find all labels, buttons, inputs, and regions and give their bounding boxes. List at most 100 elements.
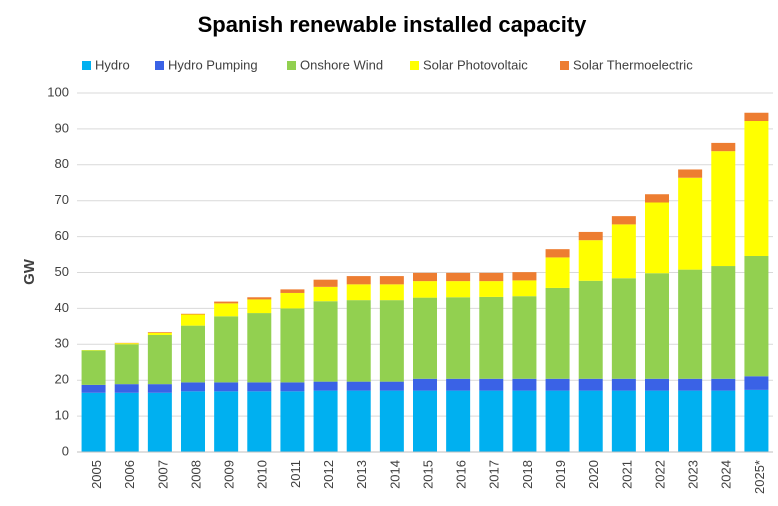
bar-segment [147, 332, 172, 333]
bar-segment [744, 112, 769, 122]
bar-segment [512, 296, 537, 379]
x-tick-label: 2023 [686, 460, 701, 489]
x-tick-label: 2017 [487, 460, 502, 489]
y-tick-label: 10 [55, 408, 69, 423]
bar-segment [711, 378, 736, 391]
bar-segment [181, 313, 205, 315]
legend-label: Onshore Wind [300, 57, 383, 72]
bar-segment [645, 194, 669, 203]
bar-segment [744, 376, 769, 390]
bar-segment [446, 281, 471, 298]
y-axis-label: GW [21, 258, 38, 285]
bar-segment [280, 308, 305, 383]
y-tick-label: 100 [47, 84, 69, 99]
bar-segment [413, 281, 437, 298]
y-tick-label: 0 [62, 443, 69, 458]
bar-segment [446, 272, 471, 282]
x-tick-label: 2014 [387, 460, 402, 489]
bar-segment [147, 392, 172, 452]
bar-segment [645, 390, 669, 452]
bar-segment [479, 281, 504, 297]
bar-segment [711, 151, 736, 267]
bar-segment [578, 240, 603, 281]
bar-segment [545, 287, 570, 379]
legend-swatch [560, 61, 569, 70]
x-tick-label: 2020 [586, 460, 601, 489]
chart-title: Spanish renewable installed capacity [198, 12, 588, 37]
x-tick-label: 2015 [420, 460, 435, 489]
x-tick-label: 2005 [89, 460, 104, 489]
bar-segment [247, 391, 272, 452]
bar-segment [446, 390, 471, 452]
bar-segment [413, 378, 437, 391]
x-tick-label: 2021 [619, 460, 634, 489]
bar-segment [744, 255, 769, 377]
bar-segment [379, 390, 404, 452]
bar-segment [413, 297, 437, 379]
x-tick-label: 2012 [321, 460, 336, 489]
bar-segment [578, 378, 603, 391]
bar-segment [611, 224, 636, 279]
bar-segment [114, 344, 139, 385]
bar-segment [678, 169, 703, 178]
bar-segment [611, 378, 636, 391]
bar-segment [545, 390, 570, 452]
bar-segment [147, 384, 172, 393]
bar-segment [214, 391, 239, 452]
bar-segment [247, 297, 272, 300]
x-tick-label: 2007 [155, 460, 170, 489]
x-tick-label: 2009 [222, 460, 237, 489]
y-tick-label: 80 [55, 156, 69, 171]
bar-segment [81, 392, 106, 452]
bar-segment [479, 272, 504, 282]
bar-segment [114, 392, 139, 452]
x-tick-label: 2016 [454, 460, 469, 489]
bar-segment [346, 390, 371, 452]
x-tick-label: 2019 [553, 460, 568, 489]
bar-segment [711, 390, 736, 452]
bar-segment [446, 378, 471, 391]
bar-segment [346, 300, 371, 382]
bar-segment [313, 279, 338, 287]
bar-segment [181, 325, 205, 383]
bar-segment [744, 121, 769, 256]
bar-segment [247, 299, 272, 314]
bar-segment [512, 390, 537, 452]
bar-segment [479, 390, 504, 452]
bar-segment [678, 269, 703, 379]
bar-segment [81, 350, 106, 385]
bar-segment [214, 382, 239, 392]
bar-segment [181, 314, 205, 326]
legend-swatch [410, 61, 419, 70]
x-tick-label: 2010 [255, 460, 270, 489]
bar-segment [247, 382, 272, 392]
bar-segment [446, 297, 471, 379]
bar-segment [214, 303, 239, 317]
bar-segment [214, 316, 239, 383]
bar-segment [413, 390, 437, 452]
bar-segment [379, 381, 404, 391]
bar-segment [379, 284, 404, 301]
bar-segment [512, 378, 537, 391]
bar-segment [512, 280, 537, 297]
bar-segment [545, 257, 570, 288]
bar-segment [114, 343, 139, 345]
bar-segment [545, 378, 570, 391]
bar-segment [611, 216, 636, 225]
bar-segment [313, 286, 338, 302]
y-tick-label: 70 [55, 192, 69, 207]
bar-segment [181, 391, 205, 452]
bar-segment [611, 390, 636, 452]
bar-segment [578, 390, 603, 452]
bar-segment [247, 313, 272, 383]
bar-segment [479, 296, 504, 379]
bar-segment [711, 266, 736, 379]
bar-segment [346, 381, 371, 391]
x-tick-label: 2013 [354, 460, 369, 489]
bar-segment [81, 384, 106, 393]
bar-segment [379, 300, 404, 382]
x-tick-label: 2024 [719, 460, 734, 489]
x-tick-label: 2025* [752, 460, 767, 494]
bar-segment [346, 284, 371, 301]
